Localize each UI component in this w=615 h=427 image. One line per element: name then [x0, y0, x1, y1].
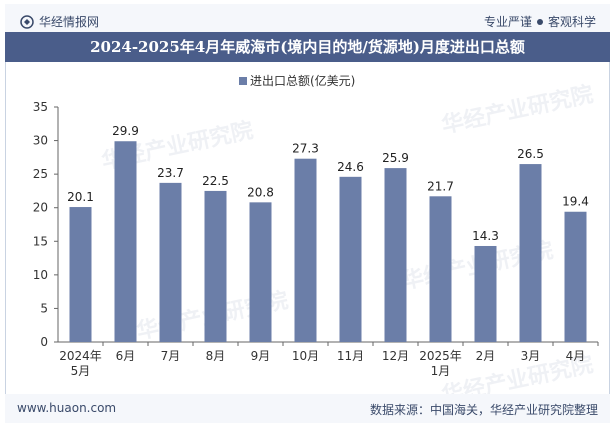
- y-tick-label: 5: [40, 301, 48, 315]
- y-tick-label: 0: [40, 335, 48, 349]
- x-tick-label: 10月: [292, 349, 319, 363]
- x-tick-label: 8月: [206, 349, 226, 363]
- data-label: 23.7: [157, 166, 184, 180]
- bar[interactable]: [384, 168, 407, 342]
- y-tick-label: 35: [33, 100, 48, 114]
- y-tick-label: 20: [33, 201, 48, 215]
- title-bar: 2024-2025年4月年威海市(境内目的地/货源地)月度进出口总额: [5, 32, 610, 62]
- y-tick-label: 25: [33, 167, 48, 181]
- x-tick-label: 6月: [116, 349, 136, 363]
- x-tick-label: 11月: [337, 349, 364, 363]
- bullet-dot-icon: [536, 18, 543, 25]
- x-tick-label: 4月: [566, 349, 586, 363]
- data-label: 22.5: [202, 174, 229, 188]
- data-label: 24.6: [337, 160, 364, 174]
- bar[interactable]: [204, 190, 227, 342]
- data-label: 26.5: [517, 147, 544, 161]
- bar[interactable]: [564, 211, 587, 342]
- bar[interactable]: [114, 141, 137, 342]
- tagline: 专业严谨 客观科学: [484, 13, 596, 30]
- brand[interactable]: 华经情报网: [20, 13, 99, 30]
- bar[interactable]: [159, 182, 182, 342]
- data-label: 14.3: [472, 229, 499, 243]
- x-tick-label: 2月: [476, 349, 496, 363]
- footer-source: 数据来源：中国海关，华经产业研究院整理: [369, 403, 598, 417]
- bar[interactable]: [429, 196, 452, 342]
- bar[interactable]: [519, 164, 542, 342]
- x-tick-label: 7月: [161, 349, 181, 363]
- bar[interactable]: [294, 158, 317, 342]
- brand-name: 华经情报网: [39, 15, 100, 29]
- x-tick-label: 2024年 5月: [59, 349, 102, 378]
- brand-logo-icon: [20, 14, 34, 29]
- tag-left: 专业严谨: [483, 15, 532, 29]
- footer-url[interactable]: www.huaon.com: [17, 401, 117, 415]
- data-label: 21.7: [427, 179, 454, 193]
- top-bar: 华经情报网 专业严谨 客观科学: [5, 4, 610, 32]
- bar[interactable]: [339, 176, 362, 342]
- bar[interactable]: [474, 245, 497, 342]
- legend-label: 进出口总额(亿美元): [250, 73, 355, 88]
- data-label: 19.4: [562, 195, 589, 209]
- data-label: 25.9: [382, 151, 409, 165]
- chart-title: 2024-2025年4月年威海市(境内目的地/货源地)月度进出口总额: [90, 38, 525, 56]
- bar[interactable]: [249, 202, 272, 342]
- legend: 进出口总额(亿美元): [239, 73, 355, 88]
- x-tick-label: 2025年 1月: [419, 349, 462, 378]
- data-label: 29.9: [112, 124, 139, 138]
- y-tick-label: 30: [33, 134, 48, 148]
- y-tick-label: 15: [33, 234, 48, 248]
- bar[interactable]: [69, 207, 92, 342]
- data-label: 20.1: [67, 190, 94, 204]
- footer: www.huaon.com 数据来源：中国海关，华经产业研究院整理: [5, 394, 610, 423]
- data-label: 27.3: [292, 142, 319, 156]
- tag-right: 客观科学: [547, 15, 596, 29]
- legend-swatch: [239, 77, 247, 85]
- y-tick-label: 10: [33, 268, 48, 282]
- x-tick-label: 9月: [251, 349, 271, 363]
- x-tick-label: 12月: [382, 349, 409, 363]
- data-label: 20.8: [247, 185, 274, 199]
- x-tick-label: 3月: [521, 349, 541, 363]
